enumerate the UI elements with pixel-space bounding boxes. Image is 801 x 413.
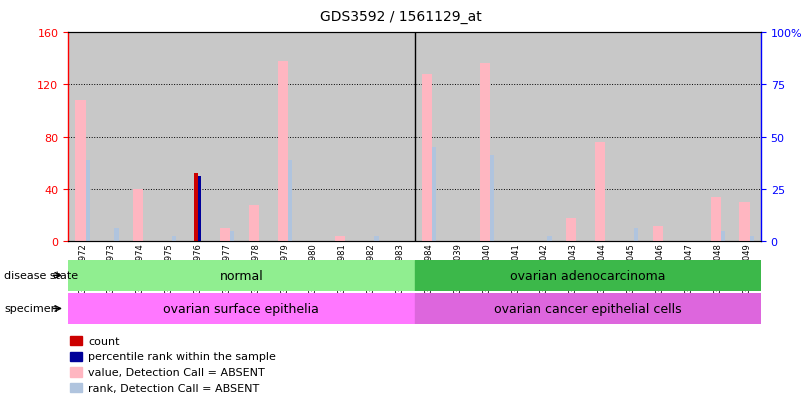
Bar [172,236,176,242]
Bar [721,231,725,242]
Bar [530,33,559,242]
Bar [547,236,552,242]
Bar [133,190,143,242]
Bar [444,33,473,242]
Bar [356,33,385,242]
Bar [241,33,270,242]
Text: ovarian cancer epithelial cells: ovarian cancer epithelial cells [494,302,682,315]
Bar [328,33,356,242]
Bar [198,176,201,242]
Bar [86,161,90,242]
Bar [674,33,703,242]
Bar [219,228,230,242]
Bar [97,33,126,242]
Bar [68,33,97,242]
Text: ovarian adenocarcinoma: ovarian adenocarcinoma [510,269,666,282]
Bar [195,174,198,242]
Bar [588,33,617,242]
Text: disease state: disease state [4,271,78,281]
Bar [422,75,432,242]
Text: normal: normal [219,269,264,282]
Bar [710,197,721,242]
Bar [336,236,345,242]
Bar [115,228,119,242]
Text: percentile rank within the sample: percentile rank within the sample [88,351,276,361]
Bar [288,161,292,242]
Bar [559,33,588,242]
Text: value, Detection Call = ABSENT: value, Detection Call = ABSENT [88,367,265,377]
Bar [374,236,379,242]
Bar [473,33,501,242]
Bar [653,226,663,242]
Bar [270,33,299,242]
Bar [595,142,606,242]
Bar [617,33,646,242]
Bar [489,156,494,242]
Bar [230,231,234,242]
Bar [248,205,259,242]
Bar [415,33,444,242]
Bar [415,260,761,291]
Bar [126,33,155,242]
Bar [750,236,754,242]
Bar [634,228,638,242]
Bar [155,33,183,242]
Bar [68,260,415,291]
Text: GDS3592 / 1561129_at: GDS3592 / 1561129_at [320,10,481,24]
Text: count: count [88,336,119,346]
Text: rank, Detection Call = ABSENT: rank, Detection Call = ABSENT [88,383,260,393]
Bar [277,62,288,242]
Bar [732,33,761,242]
Text: ovarian surface epithelia: ovarian surface epithelia [163,302,320,315]
Bar [501,33,530,242]
Bar [480,64,489,242]
Bar [739,202,750,242]
Bar [432,148,437,242]
Bar [703,33,732,242]
Bar [415,293,761,324]
Bar [75,101,86,242]
Bar [212,33,241,242]
Bar [646,33,674,242]
Bar [385,33,415,242]
Bar [299,33,328,242]
Bar [68,293,415,324]
Bar [183,33,212,242]
Bar [566,218,577,242]
Text: specimen: specimen [4,304,58,314]
